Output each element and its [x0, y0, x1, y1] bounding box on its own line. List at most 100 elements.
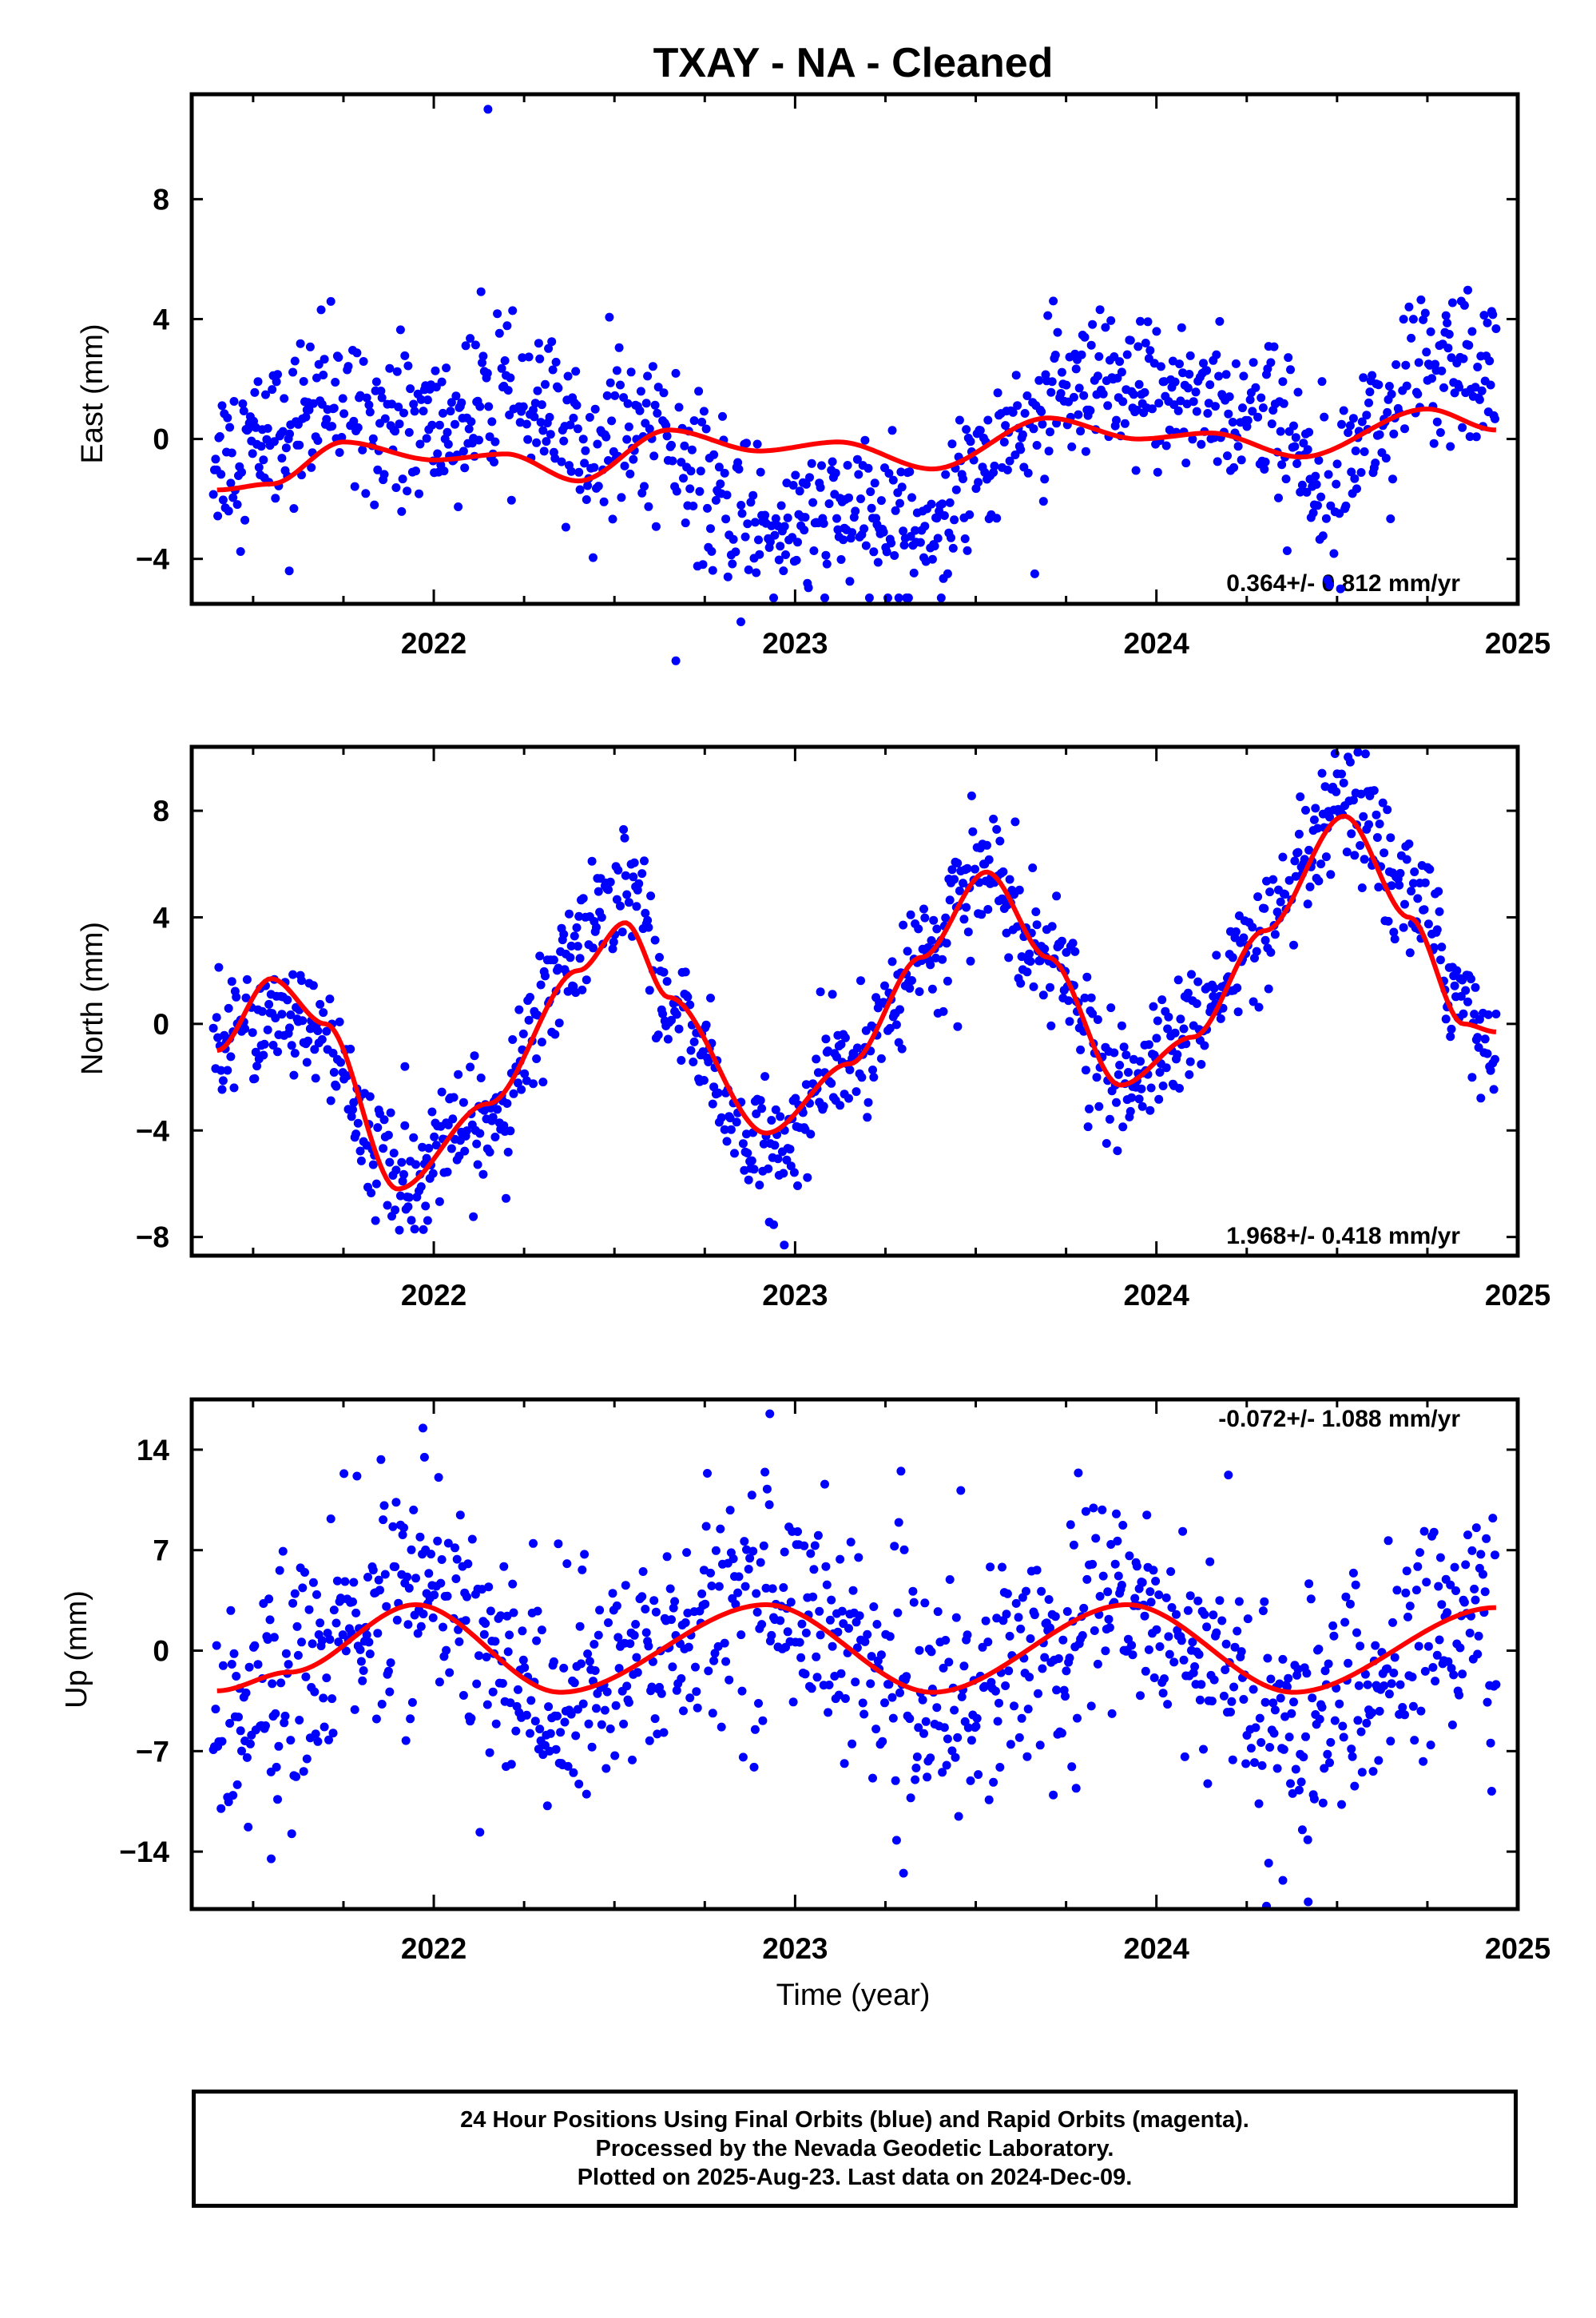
- data-point: [470, 340, 480, 350]
- data-point: [915, 1645, 924, 1655]
- data-point: [1023, 468, 1033, 478]
- data-point: [1348, 1752, 1357, 1761]
- data-point: [635, 406, 645, 415]
- data-point: [1115, 1061, 1125, 1070]
- data-point: [638, 1567, 648, 1576]
- data-point: [1303, 1835, 1312, 1844]
- data-point: [587, 1742, 597, 1752]
- data-point: [1360, 855, 1369, 864]
- data-point: [907, 976, 916, 985]
- data-point: [1451, 1586, 1460, 1595]
- east-panel: East (mm) 0.364+/- 0.812 mm/yr −40482022…: [76, 92, 1550, 665]
- x-tick-label: 2025: [1485, 1279, 1550, 1312]
- data-point: [1124, 1068, 1133, 1077]
- data-point: [308, 1639, 317, 1649]
- data-point: [1185, 1057, 1195, 1066]
- data-point: [894, 1518, 903, 1527]
- data-point: [559, 436, 569, 446]
- data-point: [1212, 1628, 1221, 1637]
- data-point: [1388, 474, 1397, 484]
- data-point: [597, 1720, 606, 1729]
- data-point: [554, 1018, 564, 1028]
- data-point: [400, 351, 410, 360]
- x-tick-label: 2024: [1124, 1279, 1190, 1312]
- data-point: [742, 439, 751, 448]
- data-point: [511, 1726, 521, 1736]
- data-point: [967, 1736, 976, 1745]
- data-point: [1326, 1737, 1336, 1747]
- data-point: [449, 1093, 459, 1102]
- data-point: [1076, 427, 1086, 436]
- data-point: [304, 1605, 314, 1614]
- data-point: [714, 462, 724, 472]
- data-point: [1332, 787, 1341, 796]
- data-point: [1289, 1697, 1298, 1707]
- data-point: [403, 486, 412, 496]
- data-point: [1038, 1664, 1047, 1673]
- data-point: [911, 526, 920, 535]
- data-point: [1219, 1691, 1229, 1701]
- data-point: [821, 550, 831, 560]
- data-point: [1315, 1714, 1324, 1724]
- data-point: [764, 1164, 773, 1173]
- data-point: [508, 1579, 518, 1589]
- data-point: [882, 547, 891, 557]
- data-point: [1058, 1635, 1068, 1645]
- data-point: [975, 426, 985, 435]
- data-point: [1255, 1713, 1264, 1723]
- data-point: [1155, 1642, 1165, 1651]
- data-point: [1356, 1641, 1365, 1651]
- data-point: [1228, 418, 1237, 427]
- data-point: [876, 496, 886, 506]
- data-point: [559, 1663, 569, 1673]
- data-point: [945, 498, 955, 507]
- data-point: [459, 1691, 468, 1700]
- data-point: [225, 1719, 235, 1728]
- data-point: [808, 498, 818, 507]
- data-point: [1351, 1580, 1360, 1590]
- data-point: [740, 1582, 750, 1591]
- data-point: [801, 1628, 811, 1637]
- data-point: [229, 397, 239, 406]
- data-point: [1375, 820, 1384, 828]
- data-point: [509, 1608, 518, 1617]
- data-point: [419, 407, 428, 416]
- data-point: [563, 371, 573, 381]
- data-point: [641, 908, 650, 918]
- data-point: [644, 502, 653, 511]
- data-point: [482, 1653, 491, 1661]
- data-point: [861, 541, 871, 550]
- data-point: [268, 1041, 278, 1050]
- data-point: [600, 1705, 609, 1715]
- data-point: [634, 879, 644, 888]
- data-point: [352, 1471, 362, 1481]
- data-point: [1480, 1034, 1490, 1044]
- data-point: [1435, 955, 1445, 965]
- data-point: [1193, 1596, 1203, 1606]
- data-point: [326, 296, 335, 306]
- data-point: [407, 1216, 416, 1225]
- data-point: [786, 1161, 796, 1171]
- data-point: [738, 1752, 748, 1762]
- data-point: [791, 1094, 800, 1103]
- data-point: [532, 1636, 542, 1645]
- data-point: [1368, 1708, 1377, 1717]
- data-point: [317, 1034, 327, 1044]
- data-point: [1389, 927, 1399, 937]
- data-point: [653, 1030, 663, 1040]
- data-point: [500, 356, 510, 365]
- data-point: [1419, 315, 1428, 324]
- data-point: [845, 577, 855, 586]
- data-point: [966, 437, 975, 447]
- data-point: [957, 1692, 967, 1701]
- data-point: [224, 506, 233, 516]
- data-point: [759, 1139, 768, 1149]
- data-point: [1447, 1721, 1457, 1729]
- data-point: [1426, 327, 1435, 336]
- data-point: [1293, 1665, 1303, 1674]
- data-point: [692, 1687, 701, 1697]
- data-point: [1360, 447, 1369, 456]
- data-point: [373, 465, 383, 474]
- data-point: [1289, 940, 1298, 950]
- data-point: [1136, 1057, 1145, 1066]
